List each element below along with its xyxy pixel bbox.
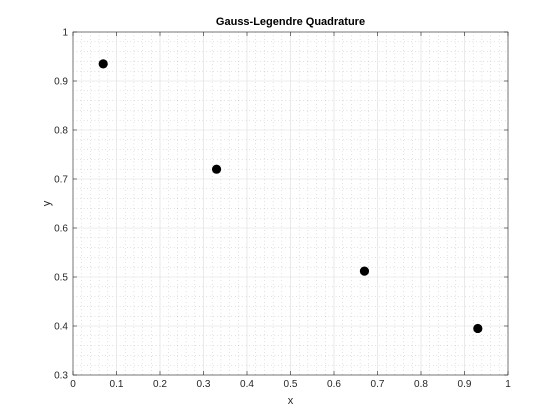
y-tick-label: 0.5 — [54, 273, 68, 284]
y-tick-label: 0.9 — [54, 77, 68, 88]
x-tick-label: 0.4 — [240, 379, 254, 390]
x-tick-label: 0.6 — [327, 379, 341, 390]
y-tick-label: 0.7 — [54, 175, 68, 186]
chart-title: Gauss-Legendre Quadrature — [216, 16, 365, 28]
x-tick-label: 0.5 — [284, 379, 298, 390]
y-tick-label: 0.3 — [54, 371, 68, 382]
y-tick-label: 0.4 — [54, 322, 68, 333]
data-points — [98, 59, 483, 334]
x-axis-label: x — [288, 395, 294, 407]
minor-grid — [73, 32, 508, 375]
x-tick-label: 0.1 — [110, 379, 124, 390]
y-tick-label: 1 — [62, 28, 68, 39]
data-point-3 — [359, 266, 370, 276]
y-tick-label: 0.6 — [54, 224, 68, 235]
x-tick-label: 0 — [70, 379, 76, 390]
x-tick-label: 0.9 — [458, 379, 472, 390]
x-tick-label: 0.7 — [371, 379, 385, 390]
x-tick-labels: 0 0.1 0.2 0.3 0.4 0.5 0.6 0.7 0.8 0.9 1 — [70, 379, 511, 390]
ticks — [72, 31, 509, 376]
data-point-2 — [211, 164, 222, 174]
y-tick-label: 0.8 — [54, 126, 68, 137]
y-axis-label: y — [41, 200, 53, 206]
x-tick-label: 1 — [505, 379, 511, 390]
x-tick-label: 0.2 — [153, 379, 167, 390]
data-point-1 — [98, 59, 108, 69]
y-tick-labels: 0.3 0.4 0.5 0.6 0.7 0.8 0.9 1 — [54, 28, 68, 382]
x-tick-label: 0.8 — [414, 379, 428, 390]
x-tick-label: 0.3 — [197, 379, 211, 390]
data-point-4 — [473, 323, 483, 334]
